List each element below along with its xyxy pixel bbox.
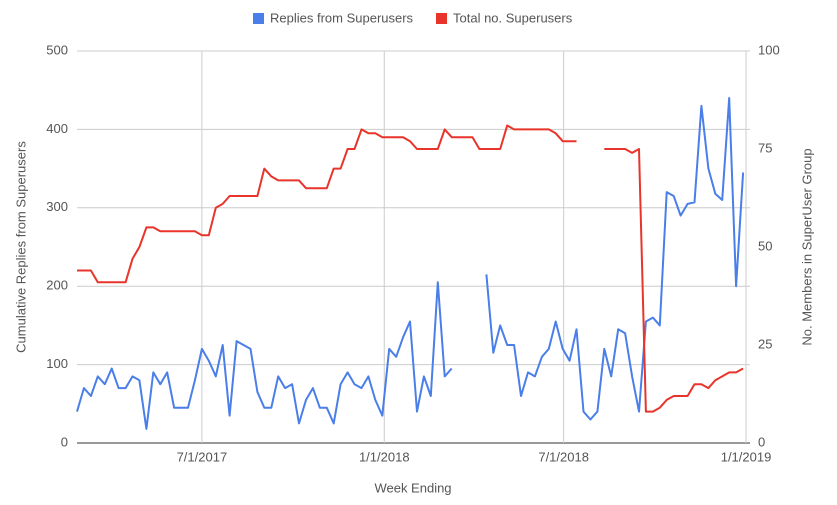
- legend-label: Total no. Superusers: [453, 10, 573, 25]
- y2-tick-label: 0: [758, 434, 765, 449]
- legend-swatch: [436, 13, 447, 24]
- y-tick-label: 500: [46, 42, 68, 57]
- y-tick-label: 300: [46, 199, 68, 214]
- y2-axis-title: No. Members in SuperUser Group: [799, 148, 814, 345]
- y2-tick-label: 25: [758, 336, 772, 351]
- y-tick-label: 200: [46, 278, 68, 293]
- y-axis-title: Cumulative Replies from Superusers: [13, 141, 28, 353]
- x-tick-label: 7/1/2017: [177, 449, 228, 464]
- x-tick-label: 1/1/2018: [359, 449, 410, 464]
- y-tick-label: 100: [46, 356, 68, 371]
- legend-swatch: [253, 13, 264, 24]
- series-line: [77, 124, 744, 413]
- x-axis-title: Week Ending: [374, 480, 451, 495]
- legend-label: Replies from Superusers: [270, 10, 414, 25]
- x-tick-label: 7/1/2018: [538, 449, 589, 464]
- x-tick-label: 1/1/2019: [721, 449, 772, 464]
- y2-tick-label: 50: [758, 238, 772, 253]
- y2-tick-label: 100: [758, 42, 780, 57]
- y-tick-label: 0: [61, 434, 68, 449]
- y2-tick-label: 75: [758, 140, 772, 155]
- y-tick-label: 400: [46, 121, 68, 136]
- series-line: [76, 97, 745, 430]
